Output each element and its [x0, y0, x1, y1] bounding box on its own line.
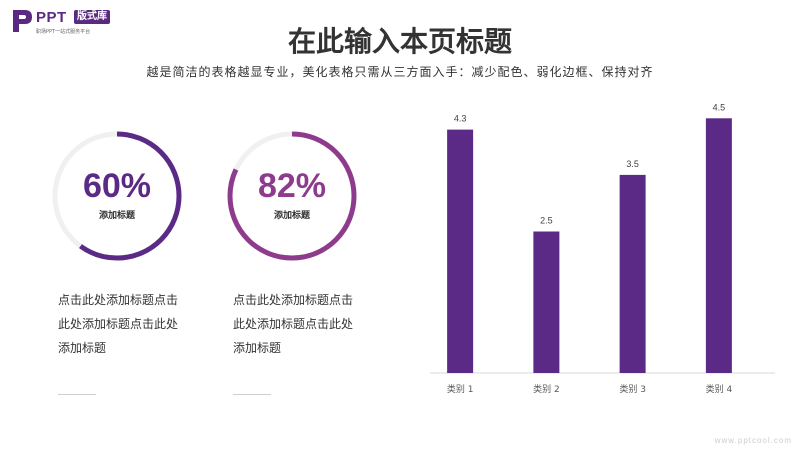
- bar-2: [533, 231, 560, 373]
- progress-ring-arc: [52, 131, 182, 261]
- metric-label: 添加标题: [98, 211, 135, 221]
- progress-ring-arc: [227, 131, 357, 261]
- logo-tagline: 职场PPT一站式服务平台: [36, 29, 91, 35]
- data-label-4: 4.5: [713, 102, 726, 112]
- divider: [58, 394, 96, 395]
- data-label-2: 2.5: [540, 216, 553, 226]
- progress-ring-icon: [52, 131, 182, 261]
- x-tick-label-1: 类别 1: [447, 383, 474, 395]
- metric-value: 60%: [82, 167, 152, 205]
- bar-1: [447, 129, 474, 373]
- x-tick-label-4: 类别 4: [706, 383, 733, 395]
- metric-ring-2: 82% 添加标题: [225, 129, 359, 263]
- metric-description-1: 点击此处添加标题点击此处添加标题点击此处添加标题: [58, 293, 179, 355]
- brand-logo[interactable]: PPT 版式库 职场PPT一站式服务平台: [10, 8, 160, 36]
- x-tick-label-3: 类别 3: [619, 383, 646, 395]
- page-subtitle: 越是简洁的表格越显专业，美化表格只需从三方面入手：减少配色、弱化边框、保持对齐: [146, 65, 654, 79]
- progress-ring-icon: [227, 131, 357, 261]
- metric-label: 添加标题: [273, 211, 310, 221]
- logo-badge: 版式库: [74, 10, 110, 24]
- logo-brand-text: PPT: [36, 9, 67, 26]
- watermark: www.pptcool.com: [714, 436, 792, 445]
- page-title: 在此输入本页标题: [287, 25, 512, 58]
- metric-value: 82%: [257, 167, 327, 205]
- metric-description-2: 点击此处添加标题点击此处添加标题点击此处添加标题: [233, 293, 354, 355]
- data-label-3: 3.5: [626, 159, 639, 169]
- bar-chart: 4.3 类别 1 2.5 类别 2 3.5 类别 3 4.5 类别 4: [430, 102, 775, 395]
- logo-p-icon: [13, 10, 32, 32]
- bar-3: [619, 174, 646, 373]
- x-tick-label-2: 类别 2: [533, 383, 560, 395]
- divider: [233, 394, 271, 395]
- bar-4: [705, 118, 732, 373]
- data-label-1: 4.3: [454, 114, 467, 124]
- metric-ring-1: 60% 添加标题: [50, 129, 184, 263]
